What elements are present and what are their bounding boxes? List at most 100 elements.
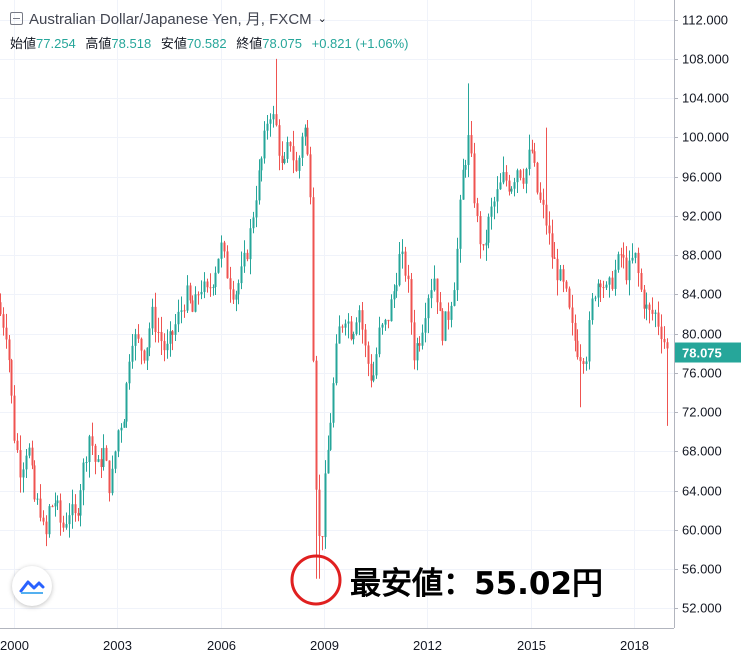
candle-body — [260, 158, 263, 171]
candle-body — [309, 154, 312, 198]
candle-body — [82, 462, 85, 491]
candle-body — [548, 225, 551, 234]
price-tick-label: 108.000 — [682, 52, 729, 67]
candle-body — [663, 339, 666, 343]
candle-body — [450, 305, 453, 320]
candle-body — [482, 244, 485, 246]
candle-body — [5, 327, 8, 340]
candle-body — [364, 329, 367, 346]
candle-body — [306, 127, 309, 155]
candle-body — [513, 182, 516, 189]
candle-body — [625, 257, 628, 281]
candle-body — [508, 180, 511, 192]
last-price-tag — [675, 342, 741, 363]
low-value: 70.582 — [186, 36, 227, 51]
candle-body — [338, 326, 341, 344]
candle-body — [79, 490, 82, 516]
candle-body — [418, 343, 421, 346]
candle-body — [301, 136, 304, 158]
candle-body — [105, 447, 108, 461]
tradingview-logo-icon[interactable] — [12, 566, 52, 606]
candle-body — [384, 319, 387, 325]
candle-body — [631, 257, 634, 261]
candle-body — [186, 285, 189, 311]
candle-body — [206, 281, 209, 288]
candle-body — [439, 302, 442, 311]
candle-body — [19, 450, 22, 478]
candle-body — [8, 339, 11, 361]
candle-body — [608, 277, 611, 285]
candle-body — [456, 248, 459, 291]
candle-body — [246, 252, 249, 260]
candle-body — [183, 310, 186, 312]
candle-body — [157, 332, 160, 334]
candle-body — [381, 324, 384, 328]
candle-body — [318, 489, 321, 537]
price-tick-label: 60.000 — [682, 523, 722, 538]
symbol-title[interactable]: Australian Dollar/Japanese Yen, 月, FXCM — [29, 11, 312, 28]
candle-body — [490, 206, 493, 217]
candle-body — [597, 283, 600, 298]
candle-body — [91, 436, 94, 446]
candle-body — [10, 360, 13, 396]
candle-body — [375, 354, 378, 376]
candle-body — [568, 288, 571, 308]
price-tick-label: 80.000 — [682, 327, 722, 342]
candle-body — [640, 273, 643, 290]
candle-body — [295, 160, 298, 171]
candle-body — [177, 311, 180, 325]
chevron-down-icon[interactable]: ⌄ — [317, 13, 327, 25]
price-tick-label: 68.000 — [682, 444, 722, 459]
candle-body — [404, 251, 407, 276]
candle-body — [556, 258, 559, 281]
last-price-label: 78.075 — [682, 346, 722, 361]
candle-body — [657, 312, 660, 327]
candle-body — [585, 361, 588, 364]
candle-body — [272, 114, 275, 120]
candle-body — [651, 309, 654, 314]
candle-body — [16, 440, 19, 451]
candle-body — [542, 199, 545, 205]
candle-body — [352, 333, 355, 340]
candle-body — [361, 310, 364, 330]
candle-body — [393, 291, 396, 300]
candle-body — [292, 146, 295, 161]
candle-body — [275, 114, 278, 126]
price-tick-label: 52.000 — [682, 601, 722, 616]
candle-body — [56, 500, 59, 504]
candle-body — [22, 469, 25, 478]
candle-body — [45, 521, 48, 535]
candle-body — [137, 334, 140, 339]
candle-body — [531, 149, 534, 152]
candle-body — [545, 204, 548, 226]
candle-body — [321, 536, 324, 538]
candle-body — [528, 149, 531, 170]
candle-body — [304, 127, 307, 137]
candle-body — [114, 451, 117, 469]
candle-body — [298, 157, 301, 171]
candle-body — [401, 251, 404, 255]
candle-body — [226, 251, 229, 279]
candle-body — [358, 310, 361, 323]
candle-body — [25, 455, 28, 470]
candle-body — [464, 164, 467, 170]
collapse-icon[interactable] — [10, 12, 23, 25]
candle-body — [571, 307, 574, 323]
candle-body — [289, 142, 292, 147]
candle-body — [232, 289, 235, 300]
high-label: 高値 — [85, 36, 112, 51]
candle-body — [614, 269, 617, 289]
candle-body — [151, 306, 154, 329]
open-label: 始値 — [10, 36, 37, 51]
price-tick-label: 112.000 — [682, 13, 728, 28]
candle-body — [447, 311, 450, 320]
candle-body — [559, 269, 562, 281]
price-tick-label: 72.000 — [682, 405, 722, 420]
candle-body — [100, 459, 103, 468]
candle-body — [163, 341, 166, 351]
candle-body — [510, 188, 513, 192]
candle-body — [387, 319, 390, 322]
candle-body — [416, 343, 419, 361]
candle-body — [123, 421, 126, 428]
candle-body — [180, 310, 183, 312]
